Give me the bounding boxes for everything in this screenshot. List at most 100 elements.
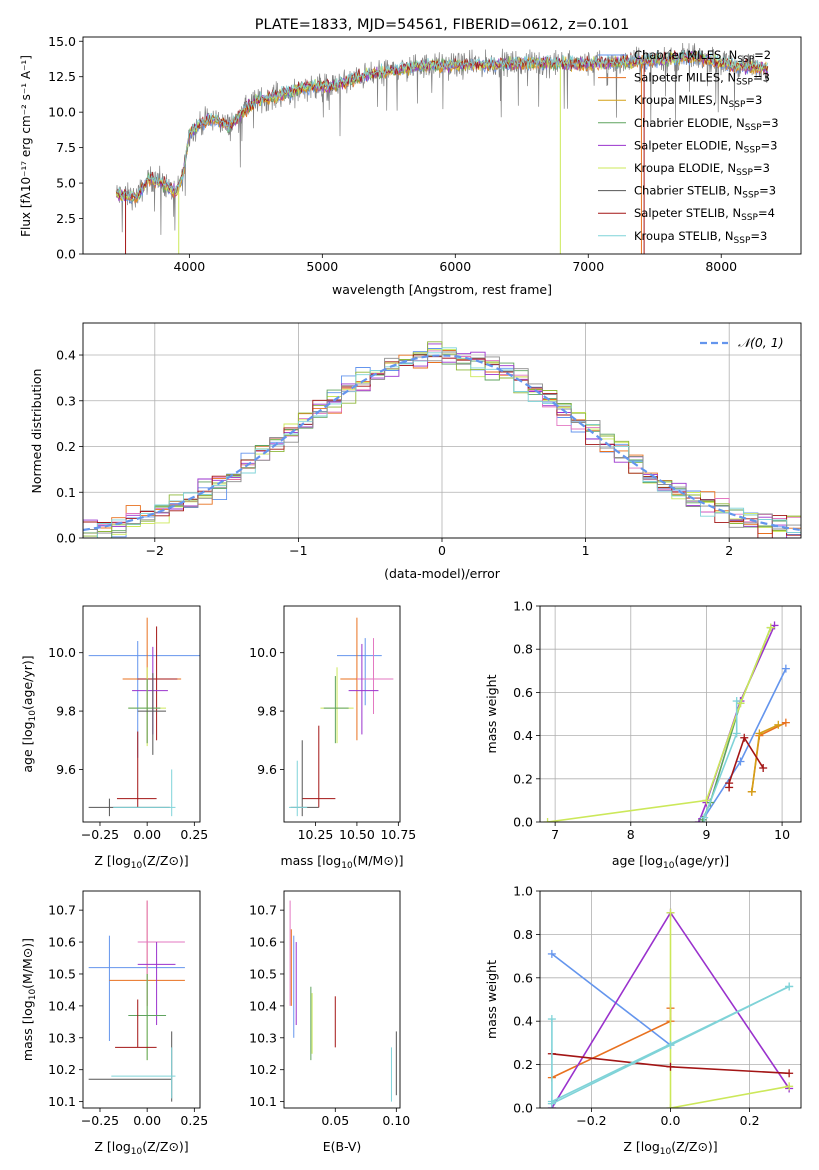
weight-vs-age-ytick-label-2: 0.4 <box>513 728 533 743</box>
weight-vs-age-marker-7-1 <box>732 729 741 738</box>
spectrum-legend-label-8-tail: =3 <box>750 229 767 243</box>
weight-vs-age-line-5 <box>547 627 772 822</box>
mass-vs-Z-ylabel-main: mass [log <box>20 1000 35 1061</box>
spectrum-legend-label-7-main: Salpeter STELIB, N <box>634 206 741 220</box>
weight-vs-age-marker-2-0 <box>747 787 756 796</box>
spectrum-legend-label-0-main: Chabrier MILES, N <box>634 48 737 62</box>
mass-vs-EBV-panel: 0.05 0.10 10.1 10.2 10.3 10.4 10.5 10.6 10.7 E(B-… <box>249 890 410 1154</box>
age-vs-mass-ytick-label-2: 10.0 <box>249 645 277 660</box>
age-vs-mass-ticks: 10.25 10.50 10.75 9.6 9.8 10.0 <box>249 645 416 842</box>
spectrum-ticks: 4000 5000 6000 7000 8000 0.0 2.5 5.0 7.5 10.0 12.5… <box>48 34 737 274</box>
spectrum-legend-label-7: Salpeter STELIB, NSSP=4 <box>634 206 775 223</box>
spectrum-legend-label-6-tail: =3 <box>759 184 776 198</box>
mass-vs-EBV-ytick-label-5: 10.6 <box>249 935 277 950</box>
weight-vs-age-xlabel-main: age [log <box>612 853 663 868</box>
spectrum-legend-label-2: Kroupa MILES, NSSP=3 <box>634 93 762 110</box>
weight-vs-age-ytick-label-0: 0.0 <box>513 815 533 830</box>
spectrum-legend-label-4-sub: SSP <box>744 145 761 155</box>
weight-vs-age-xtick-label-0: 7 <box>551 827 559 842</box>
mass-vs-EBV-frame <box>283 890 401 1109</box>
weight-vs-Z-xlabel-sub: 10 <box>660 1147 672 1157</box>
weight-vs-Z-marker-3-1 <box>666 1104 675 1108</box>
residuals-ytick-label-1: 0.1 <box>56 485 76 500</box>
weight-vs-age-ytick-label-5: 1.0 <box>513 599 533 614</box>
mass-vs-Z-ylabel: mass [log10(M/M⊙)] <box>20 938 38 1061</box>
spectrum-ytick-label-3: 7.5 <box>56 140 76 155</box>
weight-vs-Z-line-3 <box>669 912 790 1108</box>
spectrum-ylabel: Flux [fλ10⁻¹⁷ erg cm⁻² s⁻¹ A⁻¹] <box>19 55 33 237</box>
spectrum-legend-label-6: Chabrier STELIB, NSSP=3 <box>634 184 776 201</box>
age-vs-Z-panel: −0.25 0.00 0.259.69.810.0Z [log10(Z/Z⊙)]ag… <box>20 605 208 871</box>
mass-vs-Z-point-6 <box>115 999 157 1048</box>
residuals-ytick-label-3: 0.3 <box>56 393 76 408</box>
spectrum-plot-area <box>115 42 769 254</box>
mass-vs-Z-xtick-label-0: −0.25 <box>81 1113 119 1128</box>
mass-vs-Z-xtick-label-1: 0.00 <box>133 1113 161 1128</box>
weight-vs-Z-line-6 <box>551 985 790 1103</box>
age-vs-Z-point-7 <box>116 731 157 808</box>
residuals-panel: −2 −1 0 1 2 0.0 0.1 0.2 0.3 0.4 (data-model)/error… <box>29 322 802 581</box>
weight-vs-age-xtick-label-2: 9 <box>702 827 710 842</box>
spectrum-legend-label-4-tail: =3 <box>761 138 778 152</box>
age-vs-Z-xtick-label-2: 0.25 <box>180 827 208 842</box>
mass-vs-EBV-ytick-label-2: 10.3 <box>249 1030 277 1045</box>
weight-vs-age-xlabel-tail: (age/yr)] <box>674 853 729 868</box>
weight-vs-Z-ytick-label-5: 1.0 <box>513 884 533 899</box>
spectrum-legend-label-1: Salpeter MILES, NSSP=3 <box>634 71 770 88</box>
spectrum-legend-label-5-tail: =3 <box>753 161 770 175</box>
age-vs-mass-xtick-label-1: 10.50 <box>339 827 375 842</box>
weight-vs-Z-ytick-label-1: 0.2 <box>513 1057 533 1072</box>
mass-vs-EBV-xlabel: E(B-V) <box>323 1139 362 1154</box>
residuals-xtick-label-3: 1 <box>582 543 590 558</box>
weight-vs-Z-xlabel: Z [log10(Z/Z⊙)] <box>623 1139 717 1157</box>
age-vs-Z-xlabel-main: Z [log <box>94 853 130 868</box>
weight-vs-Z-line-1 <box>551 1008 672 1079</box>
spectrum-xtick-label-0: 4000 <box>173 259 205 274</box>
weight-vs-Z-xtick-label-2: 0.2 <box>740 1113 760 1128</box>
spectrum-legend-label-3-main: Chabrier ELODIE, N <box>634 116 745 130</box>
weight-vs-Z-marker-0-0 <box>547 949 556 958</box>
weight-vs-Z-frame <box>539 890 802 1109</box>
mass-vs-Z-xlabel-tail: (Z/Z⊙)] <box>142 1139 188 1154</box>
weight-vs-age-ytick-label-4: 0.8 <box>513 642 533 657</box>
age-vs-mass-point-3 <box>348 643 379 735</box>
weight-vs-age-marker-7-0 <box>700 813 709 822</box>
spectrum-legend-label-8-main: Kroupa STELIB, N <box>634 229 734 243</box>
spectrum-xlabel: wavelength [Angstrom, rest frame] <box>332 282 552 297</box>
mass-vs-Z-panel: −0.25 0.00 0.25 10.1 10.2 10.3 10.4 10.5 10.6 10.… <box>20 890 208 1157</box>
spectrum-legend-label-5: Kroupa ELODIE, NSSP=3 <box>634 161 770 178</box>
spectrum-frame <box>82 36 802 255</box>
mass-vs-EBV-xtick-label-0: 0.05 <box>321 1113 349 1128</box>
age-vs-Z-point-9 <box>113 769 176 817</box>
age-vs-Z-xtick-label-0: −0.25 <box>81 827 119 842</box>
residuals-xtick-label-0: −2 <box>146 543 164 558</box>
weight-vs-age-marker-7-2 <box>732 697 741 706</box>
residuals-legend: 𝒩(0, 1) <box>700 335 784 350</box>
weight-vs-Z-ytick-label-4: 0.8 <box>513 927 533 942</box>
mass-vs-Z-ytick-label-1: 10.2 <box>48 1062 76 1077</box>
spectrum-panel: 4000 5000 6000 7000 8000 0.0 2.5 5.0 7.5 10.0 12.5… <box>19 17 802 297</box>
mass-vs-Z-point-2 <box>137 900 185 1006</box>
weight-vs-age-ylabel: mass weight <box>484 674 499 753</box>
mass-vs-Z-ytick-label-5: 10.6 <box>48 935 76 950</box>
weight-vs-Z-marker-4-2 <box>785 1069 794 1078</box>
weight-vs-Z-marker-6-0 <box>547 1097 556 1106</box>
spectrum-ytick-label-6: 15.0 <box>48 34 76 49</box>
spectrum-legend-label-2-sub: SSP <box>729 100 746 110</box>
weight-vs-age-ytick-label-3: 0.6 <box>513 685 533 700</box>
mass-vs-Z-ytick-label-3: 10.4 <box>48 998 76 1013</box>
weight-vs-age-marker-2-2 <box>774 720 783 729</box>
mass-vs-EBV-plot-area <box>289 900 397 1102</box>
spectrum-xtick-label-4: 8000 <box>705 259 737 274</box>
spectrum-legend-label-3-tail: =3 <box>762 116 779 130</box>
age-vs-Z-ytick-label-0: 9.6 <box>56 762 76 777</box>
weight-vs-age-marker-5-3 <box>766 623 775 632</box>
weight-vs-age-xtick-label-1: 8 <box>627 827 635 842</box>
spectrum-legend-label-1-sub: SSP <box>736 78 753 88</box>
spectrum-legend-label-3: Chabrier ELODIE, NSSP=3 <box>634 116 779 133</box>
residuals-ytick-label-2: 0.2 <box>56 439 76 454</box>
mass-vs-Z-xlabel-sub: 10 <box>131 1147 143 1157</box>
spectrum-legend-label-0-sub: SSP <box>737 55 754 65</box>
weight-vs-Z-ylabel: mass weight <box>484 960 499 1039</box>
weight-vs-age-marker-0-1 <box>736 757 745 766</box>
